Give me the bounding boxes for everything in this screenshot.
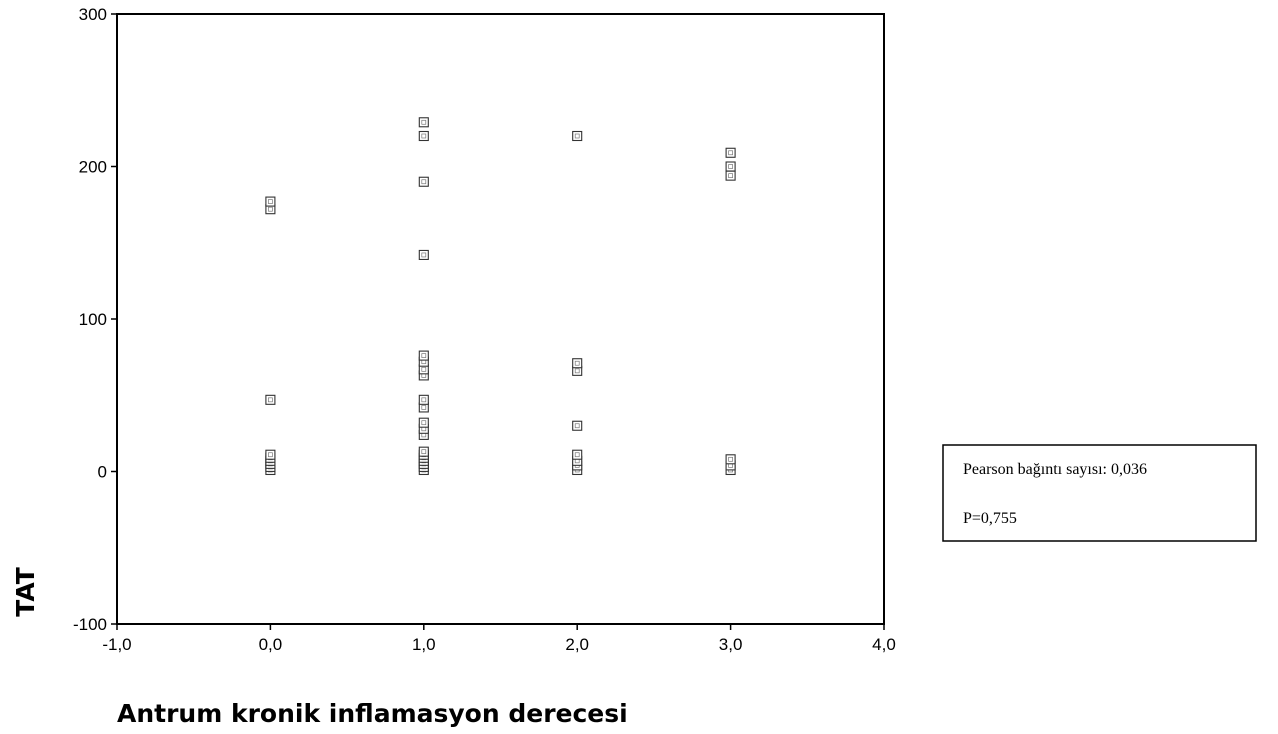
y-axis-title: TAT (11, 567, 40, 617)
scatter-point-core (421, 179, 427, 185)
scatter-point (725, 147, 736, 158)
x-tick-label: 1,0 (412, 635, 436, 654)
scatter-point-core (574, 133, 580, 139)
scatter-point (418, 176, 429, 187)
scatter-point-core (574, 360, 580, 366)
scatter-point (418, 117, 429, 128)
scatter-point-core (574, 423, 580, 429)
scatter-point-core (421, 397, 427, 403)
scatter-point-core (421, 119, 427, 125)
x-tick-label: 3,0 (719, 635, 743, 654)
y-tick-label: 0 (98, 463, 107, 482)
scatter-point (418, 417, 429, 428)
scatter-point (418, 394, 429, 405)
scatter-point-core (574, 368, 580, 374)
scatter-point-core (421, 133, 427, 139)
scatter-point (418, 249, 429, 260)
x-tick-label: 0,0 (259, 635, 283, 654)
p-value-text: P=0,755 (963, 510, 1017, 527)
scatter-point (725, 161, 736, 172)
data-points (265, 117, 736, 476)
scatter-point-core (728, 164, 733, 169)
scatter-point (572, 358, 583, 369)
scatter-point-core (574, 452, 580, 458)
y-tick-label: -100 (73, 615, 107, 634)
scatter-point-core (421, 366, 427, 372)
stats-annotation-box: Pearson bağıntı sayısı: 0,036 P=0,755 (942, 444, 1257, 542)
x-tick-label: -1,0 (102, 635, 131, 654)
x-axis-title: Antrum kronik inflamasyon derecesi (117, 699, 628, 728)
plot-area (116, 13, 885, 625)
scatter-point (725, 170, 736, 181)
scatter-point-core (268, 397, 273, 403)
x-axis: -1,0 0,0 1,0 2,0 3,0 4,0 (102, 624, 896, 654)
scatter-point-core (421, 353, 427, 358)
y-tick-label: 200 (79, 158, 107, 177)
scatter-point-core (421, 420, 427, 426)
scatter-point (572, 449, 583, 460)
scatter-point (265, 196, 276, 207)
scatter-point-core (728, 456, 733, 462)
scatter-point-core (268, 199, 273, 204)
scatter-point (265, 394, 276, 405)
scatter-point-core (421, 252, 427, 258)
scatter-point-core (421, 449, 427, 455)
scatter-point (265, 449, 276, 460)
pearson-correlation-text: Pearson bağıntı sayısı: 0,036 (963, 461, 1147, 478)
scatter-point-core (728, 150, 733, 156)
scatter-point (572, 420, 583, 431)
y-tick-label: 300 (79, 5, 107, 24)
x-tick-label: 4,0 (872, 635, 896, 654)
scatter-point (418, 130, 429, 142)
scatter-point-core (268, 452, 273, 458)
x-tick-label: 2,0 (565, 635, 589, 654)
annotation-frame (942, 444, 1257, 542)
scatter-point-core (268, 206, 273, 212)
y-axis: -100 0 100 200 300 (73, 5, 117, 634)
scatter-point-core (728, 173, 733, 178)
scatter-point (725, 454, 736, 465)
scatter-point (572, 130, 583, 142)
scatter-point (418, 446, 429, 457)
scatter-point (418, 350, 429, 361)
y-tick-label: 100 (79, 310, 107, 329)
plot-frame (116, 13, 885, 625)
scatter-point-core (421, 405, 427, 410)
